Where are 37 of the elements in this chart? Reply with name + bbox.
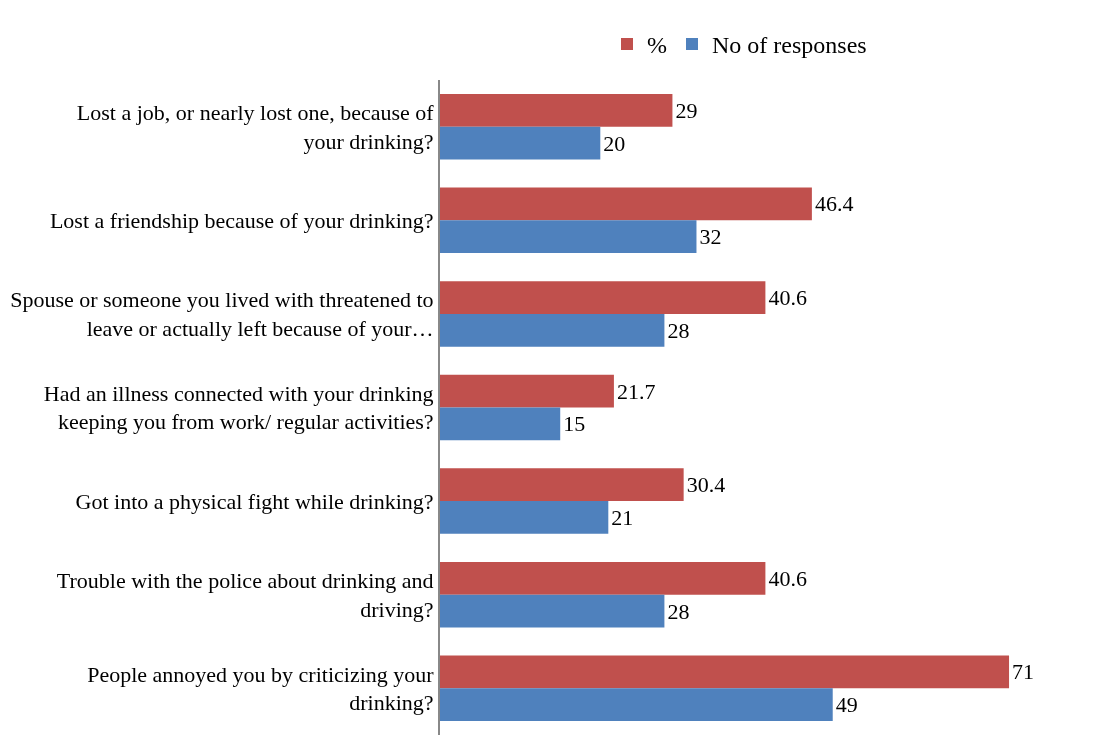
y-tick-label: Lost a friendship because of your drinking? [49,208,434,234]
bar [440,688,833,721]
bar [440,468,684,502]
data-label: 32 [699,224,722,250]
data-label: 28 [667,317,690,343]
y-tick-label: Lost a job, or nearly lost one, because of your drinking? [76,100,435,154]
data-label: 28 [667,598,690,624]
bar [440,655,1010,689]
data-label: 40.6 [768,565,807,591]
data-label: 21.7 [616,378,656,404]
bar [440,501,609,534]
data-label: 15 [563,411,586,437]
bar [440,187,812,221]
data-label: 20 [603,130,626,156]
data-label: 71 [1012,659,1035,685]
legend-label: % [647,32,667,59]
bar [440,94,673,127]
y-tick-label: Trouble with the police about drinking and driving? [56,568,434,622]
data-label: 21 [611,504,634,530]
data-label: 49 [835,692,858,718]
y-tick-label: Got into a physical fight while drinking? [75,488,434,514]
bar [440,407,561,441]
y-tick-label: Had an illness connected with your drinking keeping you from work/ regular activities? [43,380,434,435]
bar [440,126,601,160]
data-label: 40.6 [768,285,807,311]
data-label: 46.4 [814,191,854,217]
y-tick-label: Spouse or someone you lived with threatened to leave or actually left because of your… [10,287,434,341]
bar [440,561,766,595]
data-label: 30.4 [686,472,726,498]
bar [440,374,614,408]
legend-label: No of responses [712,32,867,59]
bar [440,313,665,347]
bar [440,220,697,254]
bar [440,281,766,314]
data-label: 29 [675,97,698,123]
y-tick-label: People annoyed you by criticizing your drinking? [87,661,435,716]
bar [440,594,665,628]
